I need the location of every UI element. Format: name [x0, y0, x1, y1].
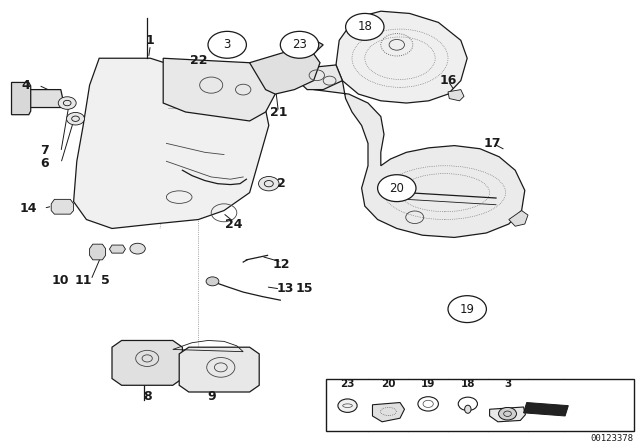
Polygon shape [290, 39, 323, 56]
Text: 3: 3 [504, 379, 511, 389]
Text: 23: 23 [292, 38, 307, 52]
Ellipse shape [465, 405, 471, 413]
Polygon shape [448, 90, 464, 101]
Text: 11: 11 [74, 273, 92, 287]
Text: 19: 19 [421, 379, 435, 389]
Text: 23: 23 [340, 379, 355, 389]
Text: 4: 4 [21, 78, 30, 92]
Polygon shape [179, 347, 259, 392]
Text: 20: 20 [381, 379, 396, 389]
Text: 1: 1 [146, 34, 155, 47]
Text: 13: 13 [276, 282, 294, 296]
Text: 6: 6 [40, 157, 49, 170]
FancyBboxPatch shape [326, 379, 634, 431]
Polygon shape [509, 211, 528, 226]
Text: 00123378: 00123378 [591, 434, 634, 443]
Polygon shape [74, 58, 269, 228]
Text: 18: 18 [357, 20, 372, 34]
Polygon shape [314, 81, 525, 237]
Circle shape [378, 175, 416, 202]
Text: 20: 20 [389, 181, 404, 195]
Text: 15: 15 [295, 282, 313, 296]
Polygon shape [490, 407, 525, 422]
Text: 8: 8 [143, 390, 152, 403]
Circle shape [208, 31, 246, 58]
Circle shape [67, 112, 84, 125]
Polygon shape [12, 82, 31, 115]
Circle shape [58, 97, 76, 109]
Text: 21: 21 [269, 105, 287, 119]
Text: 7: 7 [40, 143, 49, 157]
Polygon shape [298, 65, 342, 90]
Polygon shape [13, 90, 63, 108]
Polygon shape [372, 402, 404, 422]
Circle shape [259, 177, 279, 191]
Text: 10: 10 [52, 273, 70, 287]
Text: 2: 2 [277, 177, 286, 190]
Text: 16: 16 [439, 74, 457, 87]
Circle shape [338, 399, 357, 412]
Polygon shape [163, 58, 275, 121]
Polygon shape [90, 244, 106, 260]
Polygon shape [524, 402, 568, 416]
Polygon shape [112, 340, 182, 385]
Text: 19: 19 [460, 302, 475, 316]
Polygon shape [250, 49, 320, 94]
Text: 3: 3 [223, 38, 231, 52]
Text: 22: 22 [189, 54, 207, 67]
Circle shape [130, 243, 145, 254]
Circle shape [346, 13, 384, 40]
Text: 18: 18 [461, 379, 475, 389]
Circle shape [499, 408, 516, 420]
Text: 24: 24 [225, 217, 243, 231]
Text: 5: 5 [101, 273, 110, 287]
Circle shape [206, 277, 219, 286]
Text: 9: 9 [207, 390, 216, 403]
Text: 14: 14 [20, 202, 38, 215]
Text: 17: 17 [484, 137, 502, 150]
Circle shape [280, 31, 319, 58]
Polygon shape [336, 11, 467, 103]
Polygon shape [51, 199, 74, 214]
Polygon shape [109, 245, 125, 253]
Circle shape [448, 296, 486, 323]
Text: 12: 12 [273, 258, 291, 271]
